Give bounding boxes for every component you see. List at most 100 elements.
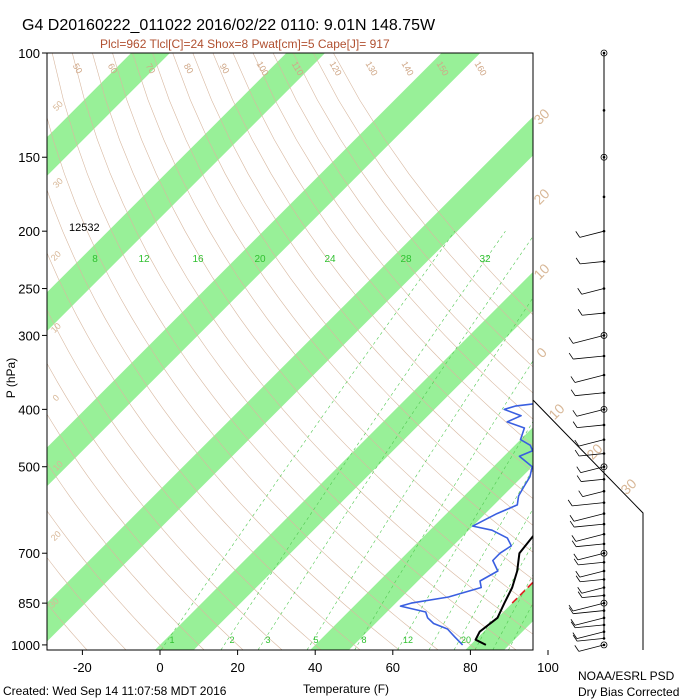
isotherm-band bbox=[47, 53, 481, 487]
wind-barb bbox=[572, 502, 605, 507]
mixing-ratio-line bbox=[354, 360, 533, 650]
y-tick-label: 100 bbox=[18, 46, 40, 61]
y-tick-label: 200 bbox=[18, 224, 40, 239]
wind-barb-flag bbox=[577, 587, 583, 594]
dry-adiabat-line bbox=[212, 53, 533, 473]
isotherm-band bbox=[47, 116, 533, 642]
parcel-line bbox=[511, 581, 533, 604]
wind-barb bbox=[579, 453, 605, 457]
wind-barb bbox=[577, 552, 605, 561]
wind-barb-flag bbox=[570, 389, 576, 396]
dry-adiabat-line bbox=[47, 602, 88, 650]
isotherm-band bbox=[310, 427, 533, 650]
theta-label: 50 bbox=[71, 62, 85, 76]
wind-barb-flag bbox=[571, 535, 577, 542]
wind-barb-flag bbox=[568, 352, 574, 360]
isotherm-label: 0 bbox=[533, 344, 550, 361]
isotherm-label: 20 bbox=[530, 185, 552, 207]
wind-calm-circle bbox=[600, 599, 608, 607]
wind-barb-flag bbox=[572, 632, 578, 639]
isotherm-band bbox=[465, 582, 533, 650]
x-tick-label: 40 bbox=[308, 660, 322, 675]
wind-barb-flag bbox=[575, 575, 581, 583]
wind-barb bbox=[577, 424, 605, 429]
wind-barb-panel bbox=[532, 49, 644, 652]
mixing-ratio-label: 12 bbox=[138, 254, 150, 265]
isotherm-label: 30 bbox=[530, 105, 552, 127]
wind-barb-flag bbox=[572, 634, 578, 642]
wind-calm-circle bbox=[600, 549, 608, 557]
isotherm-label: 20 bbox=[49, 249, 63, 263]
dry-adiabat-line bbox=[47, 309, 322, 650]
wind-barb bbox=[579, 230, 605, 238]
mixing-ratio-label: 16 bbox=[192, 254, 204, 265]
theta-label: 60 bbox=[106, 62, 120, 76]
wind-calm-circle bbox=[600, 153, 608, 161]
wind-barb-flag bbox=[568, 604, 574, 612]
dry-adiabat-line bbox=[47, 462, 205, 650]
wind-barb bbox=[575, 533, 605, 542]
wind-barb bbox=[573, 355, 605, 360]
wind-barb-flag bbox=[574, 439, 580, 447]
isotherm-label: 0 bbox=[51, 393, 62, 404]
mixing-ratio-label: 5 bbox=[313, 635, 318, 645]
wind-barb-flag bbox=[576, 466, 582, 473]
wind-barb bbox=[576, 631, 605, 640]
x-axis: -20 0 20 40 60 80 100 bbox=[73, 650, 559, 675]
mixing-ratio-line bbox=[306, 297, 533, 650]
x-tick-label: 100 bbox=[537, 660, 559, 675]
dry-adiabat-line bbox=[192, 53, 533, 500]
mixing-ratio-label: 28 bbox=[400, 254, 412, 265]
wind-barb bbox=[576, 408, 605, 417]
dry-adiabat-line bbox=[51, 53, 478, 650]
x-tick-label: 80 bbox=[463, 660, 477, 675]
wind-barb bbox=[575, 392, 605, 397]
wind-barb bbox=[577, 638, 605, 642]
x-tick-label: -20 bbox=[73, 660, 92, 675]
dry-adiabat-line bbox=[47, 413, 244, 650]
theta-label: 130 bbox=[364, 59, 380, 77]
sounding-traces bbox=[399, 403, 533, 646]
isotherm-band bbox=[47, 53, 326, 332]
dry-adiabat-line bbox=[313, 53, 533, 342]
y-axis-label: P (hPa) bbox=[4, 358, 18, 398]
wind-barb bbox=[573, 513, 605, 522]
chart-subtitle: Plcl=962 Tlcl[C]=24 Shox=8 Pwat[cm]=5 Ca… bbox=[100, 37, 390, 51]
wind-barb-flag bbox=[573, 553, 579, 561]
wind-dot bbox=[602, 109, 606, 112]
wind-barb bbox=[578, 644, 605, 652]
wind-barb bbox=[580, 261, 605, 265]
theta-label: 70 bbox=[144, 62, 158, 76]
mixing-ratio-label: 1 bbox=[169, 635, 174, 645]
wind-barb bbox=[575, 624, 605, 629]
wind-barb-flag bbox=[577, 591, 583, 598]
mixing-ratio-line bbox=[257, 235, 533, 650]
wind-barb bbox=[580, 578, 605, 583]
wind-barb bbox=[579, 570, 605, 578]
dry-adiabat-line bbox=[232, 53, 533, 446]
isotherm-label: 20 bbox=[49, 529, 63, 543]
wind-barb-flag bbox=[568, 337, 574, 344]
dewpoint-line bbox=[399, 403, 533, 646]
y-tick-label: 150 bbox=[18, 150, 40, 165]
wind-barb bbox=[581, 288, 605, 295]
wind-barb-flag bbox=[568, 607, 574, 614]
dry-adiabat-line bbox=[272, 53, 533, 394]
dry-adiabat-line bbox=[292, 53, 533, 368]
wind-barb-flag bbox=[570, 621, 576, 628]
wind-barb bbox=[576, 543, 605, 548]
x-tick-label: 60 bbox=[386, 660, 400, 675]
wind-barb-flag bbox=[577, 288, 583, 295]
wind-barb-flag bbox=[576, 475, 582, 482]
mixing-ratio-label: 12 bbox=[403, 635, 413, 645]
wind-barb bbox=[574, 523, 605, 528]
isotherm-label: 10 bbox=[530, 260, 552, 282]
y-axis: 100 150 200 250 300 400 500 700 850 1000 bbox=[11, 46, 47, 653]
theta-label: 120 bbox=[328, 59, 344, 77]
dry-adiabat-line bbox=[72, 53, 517, 650]
dry-adiabat-line bbox=[112, 53, 533, 607]
wind-barb-flag bbox=[575, 257, 581, 265]
theta-label: 160 bbox=[473, 59, 489, 77]
dry-adiabat-line bbox=[92, 53, 533, 635]
